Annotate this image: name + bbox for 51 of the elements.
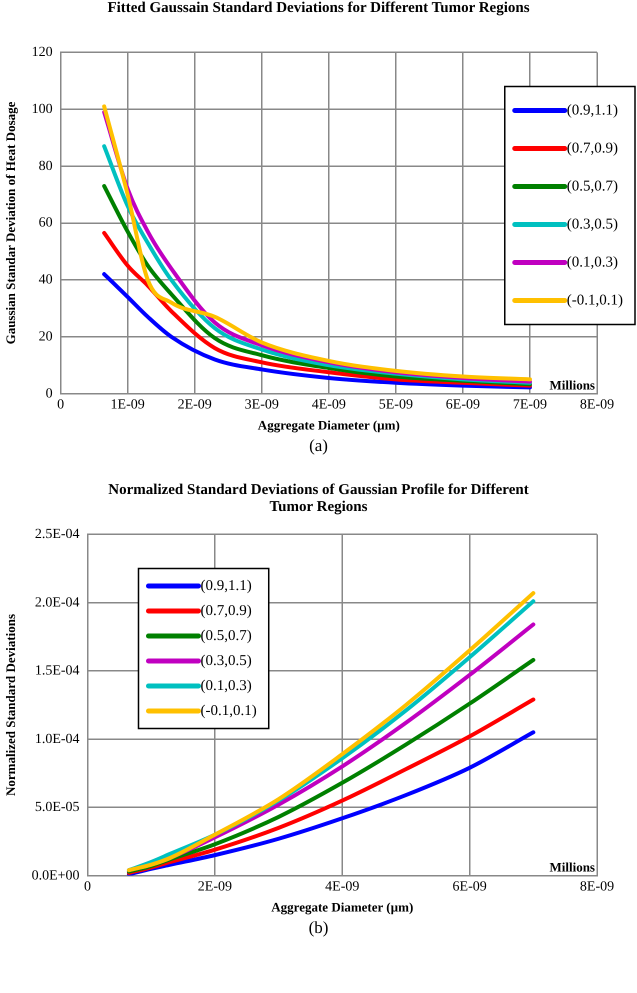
y-tick-label: 80: [38, 158, 53, 174]
legend-label: (0.5,0.7): [566, 178, 618, 194]
x-axis-title: Aggregate Diameter (µm): [271, 900, 414, 915]
y-tick-label: 5.0E-05: [34, 800, 80, 816]
legend-label: (0.3,0.5): [200, 652, 252, 669]
x-tick-label: 2E-09: [198, 880, 232, 895]
line-series: [126, 698, 536, 875]
legend-label: (0.5,0.7): [200, 628, 252, 644]
legend-label: (0.3,0.5): [566, 216, 618, 232]
legend-label: (-0.1,0.1): [566, 292, 624, 308]
x-tick-label: 4E-09: [325, 880, 360, 895]
y-tick-label: 40: [38, 272, 53, 288]
legend-label: (0.7,0.9): [566, 140, 618, 156]
legend-label: (0.1,0.3): [566, 254, 618, 270]
y-tick-label: 120: [32, 45, 53, 60]
text: (b): [308, 918, 330, 939]
line-series: [102, 272, 532, 390]
x-tick-label: 8E-09: [580, 398, 614, 413]
x-tick-label: 4E-09: [312, 398, 346, 413]
legend-label: (0.1,0.3): [200, 678, 252, 694]
x-tick-label: 1E-09: [110, 398, 145, 413]
legend-label: (-0.1,0.1): [200, 702, 257, 719]
y-tick-label: 20: [38, 329, 53, 344]
y-tick-label: 1.5E-04: [34, 664, 80, 679]
chart-title: Normalized Standard Deviations of Gaussian Profile for Different Tumor Regions: [107, 482, 530, 517]
chart-title: Fitted Gaussain Standard Deviations for Different Tumor Regions: [106, 0, 531, 18]
x-tick-label: 8E-09: [580, 880, 614, 895]
y-axis-title: Normalized Standard Deviations: [3, 614, 18, 796]
x-tick-label: 3E-09: [244, 398, 279, 413]
x-axis-title: Aggregate Diameter (µm): [258, 418, 400, 433]
annotation: Millions: [549, 377, 595, 392]
x-tick-label: 6E-09: [452, 880, 487, 895]
legend-label: (0.7,0.9): [200, 602, 252, 619]
legend-label: (0.9,1.1): [200, 578, 252, 594]
y-tick-label: 2.5E-04: [34, 527, 80, 542]
annotation: Millions: [549, 859, 595, 874]
y-tick-label: 0.0E+00: [32, 868, 80, 884]
y-tick-label: 60: [38, 216, 53, 231]
x-tick-label: 5E-09: [378, 398, 413, 413]
y-axis-title: Gaussian Standar Deviation of Heat Dosage: [3, 101, 18, 344]
y-tick-label: 1.0E-04: [34, 732, 80, 747]
y-tick-label: 0: [46, 386, 53, 402]
x-tick-label: 2E-09: [178, 398, 212, 413]
x-tick-label: 0: [84, 880, 92, 895]
x-tick-label: 7E-09: [512, 398, 548, 413]
line-series: [126, 730, 536, 876]
legend-label: (0.9,1.1): [566, 102, 618, 118]
text: (a): [308, 436, 329, 457]
x-tick-label: 6E-09: [446, 398, 480, 413]
y-tick-label: 100: [32, 102, 53, 117]
y-tick-label: 2.0E-04: [34, 595, 80, 610]
